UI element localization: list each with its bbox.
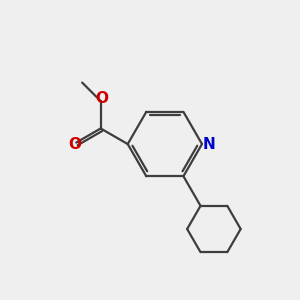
Text: O: O: [95, 91, 108, 106]
Text: O: O: [68, 136, 81, 152]
Text: N: N: [202, 136, 215, 152]
